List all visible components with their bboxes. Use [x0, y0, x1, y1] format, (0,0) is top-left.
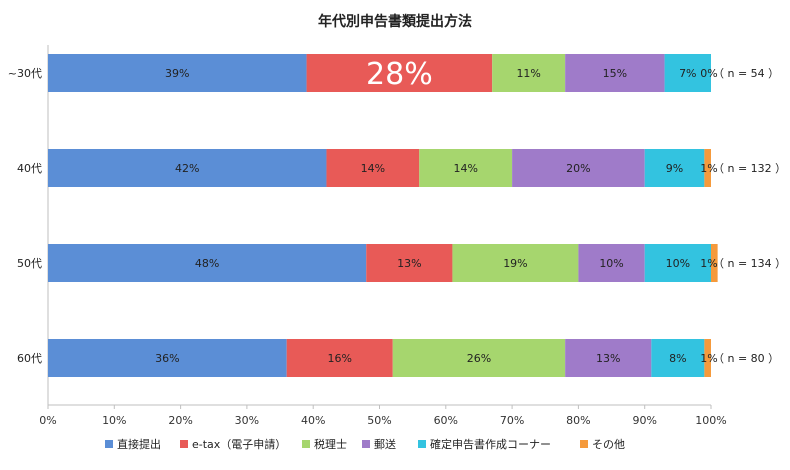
sample-size-label: （ n = 80 ）	[713, 352, 779, 365]
legend: 直接提出 e-tax（電子申請） 税理士 郵送 確定申告書作成コーナー その他	[105, 437, 625, 451]
x-tick-label: 70%	[500, 414, 524, 427]
x-tick-label: 100%	[695, 414, 726, 427]
category-label: ~30代	[8, 67, 42, 80]
legend-swatch	[180, 440, 188, 448]
legend-swatch	[580, 440, 588, 448]
category-label: 60代	[17, 352, 42, 365]
bar-segment	[286, 339, 393, 377]
legend-label: その他	[592, 438, 625, 451]
x-tick-label: 30%	[235, 414, 259, 427]
bar-segment	[711, 244, 718, 282]
bar-segment	[651, 339, 705, 377]
data-label: 28%	[366, 57, 433, 92]
data-label: 19%	[503, 257, 527, 270]
bar-segment	[366, 244, 453, 282]
sample-size-label: （ n = 54 ）	[713, 67, 779, 80]
x-tick-label: 40%	[301, 414, 325, 427]
category-label: 50代	[17, 257, 42, 270]
chart-title: 年代別申告書類提出方法	[318, 13, 472, 30]
x-tick-label: 0%	[39, 414, 56, 427]
legend-swatch	[418, 440, 426, 448]
legend-label: 直接提出	[117, 437, 161, 451]
data-label: 39%	[165, 67, 189, 80]
bar-segment	[704, 339, 711, 377]
sample-size-label: （ n = 134 ）	[713, 257, 786, 270]
data-label: 1%	[700, 257, 717, 270]
data-label: 7%	[679, 67, 696, 80]
data-label: 13%	[596, 352, 620, 365]
bar-segment	[565, 339, 652, 377]
legend-swatch	[105, 440, 113, 448]
data-label: 48%	[195, 257, 219, 270]
data-label: 16%	[327, 352, 351, 365]
data-label: 0%	[700, 67, 717, 80]
x-tick-label: 90%	[632, 414, 656, 427]
data-label: 1%	[700, 162, 717, 175]
legend-label: e-tax（電子申請）	[192, 437, 286, 451]
bar-segment	[306, 54, 493, 92]
bar-segment	[664, 54, 711, 92]
bar-segment	[565, 54, 665, 92]
bar-segment	[704, 149, 711, 187]
data-label: 20%	[566, 162, 590, 175]
legend-swatch	[302, 440, 310, 448]
data-label: 13%	[397, 257, 421, 270]
x-tick-label: 60%	[434, 414, 458, 427]
bar-segment	[492, 54, 566, 92]
data-label: 14%	[361, 162, 385, 175]
x-tick-label: 80%	[566, 414, 590, 427]
bar-segment	[48, 54, 307, 92]
data-label: 42%	[175, 162, 199, 175]
bar-segment	[578, 244, 645, 282]
x-tick-label: 50%	[367, 414, 391, 427]
bar-segment	[512, 149, 645, 187]
data-label: 11%	[516, 67, 540, 80]
data-label: 9%	[666, 162, 683, 175]
category-label: 40代	[17, 162, 42, 175]
bar-segment	[644, 244, 711, 282]
legend-label: 税理士	[314, 437, 347, 451]
data-label: 10%	[666, 257, 690, 270]
legend-label: 郵送	[374, 437, 396, 451]
data-label: 1%	[700, 352, 717, 365]
x-tick-label: 10%	[102, 414, 126, 427]
bar-segment	[48, 244, 367, 282]
bar-segment	[326, 149, 420, 187]
sample-size-label: （ n = 132 ）	[713, 162, 786, 175]
data-label: 8%	[669, 352, 686, 365]
data-label: 26%	[467, 352, 491, 365]
plot-area: 0% 10% 20% 30% 40% 50% 60% 70% 80% 90% 100% ~30代 39%…	[8, 45, 786, 427]
bar-segment	[392, 339, 566, 377]
data-label: 14%	[453, 162, 477, 175]
x-tick-label: 20%	[168, 414, 192, 427]
bar-segment	[48, 149, 327, 187]
legend-swatch	[362, 440, 370, 448]
bar-segment	[452, 244, 579, 282]
data-label: 36%	[155, 352, 179, 365]
bar-segment	[644, 149, 705, 187]
bar-segment	[48, 339, 287, 377]
bar-segment	[419, 149, 513, 187]
data-label: 10%	[599, 257, 623, 270]
data-label: 15%	[603, 67, 627, 80]
legend-label: 確定申告書作成コーナー	[430, 437, 551, 451]
